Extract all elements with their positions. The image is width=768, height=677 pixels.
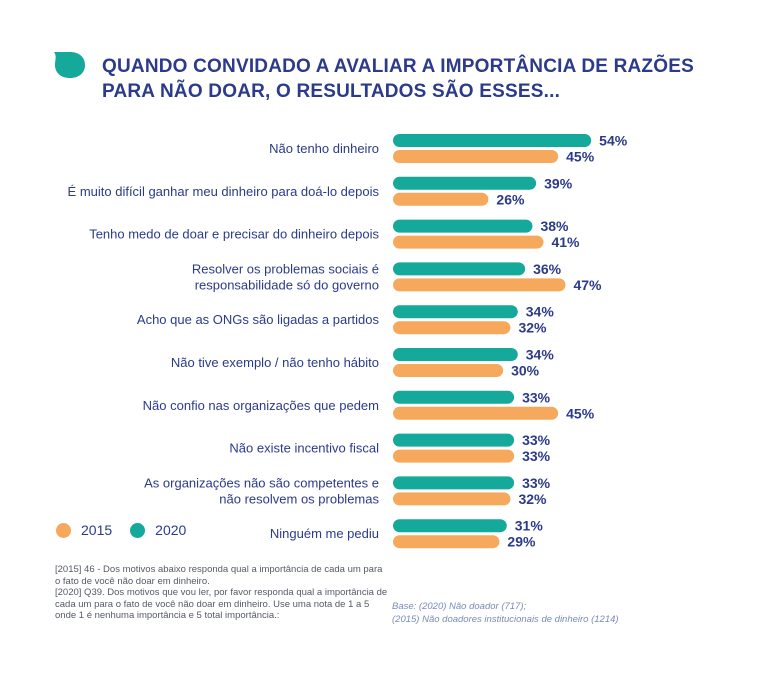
base-note-line-1: Base: (2020) Não doador (717); <box>392 601 527 612</box>
data-label-2015: 26% <box>496 191 525 207</box>
bar-2015 <box>393 492 511 506</box>
category-label: Não confio nas organizações que pedem <box>143 398 379 413</box>
bar-2020 <box>393 134 592 147</box>
data-label-2015: 32% <box>518 491 547 507</box>
bar-2020 <box>393 433 515 447</box>
data-label-2020: 31% <box>515 518 544 534</box>
data-label-2020: 33% <box>522 475 551 491</box>
category-label: As organizações não são competentes e <box>144 475 379 490</box>
bar-2020 <box>393 476 515 490</box>
data-label-2020: 33% <box>522 432 551 448</box>
data-label-2015: 29% <box>507 534 536 550</box>
bar-2015 <box>393 449 515 463</box>
base-note-line-2: (2015) Não doadores institucionais de di… <box>392 614 619 625</box>
data-label-2015: 33% <box>522 448 551 464</box>
data-label-2015: 41% <box>551 234 580 250</box>
category-label: É muito difícil ganhar meu dinheiro para… <box>68 184 380 199</box>
data-label-2020: 33% <box>522 389 551 405</box>
category-label: Resolver os problemas sociais é <box>192 261 379 276</box>
data-label-2015: 47% <box>573 277 602 293</box>
category-label: Ninguém me pediu <box>270 526 379 541</box>
bar-2015 <box>393 278 566 292</box>
bar-2015 <box>393 535 500 549</box>
category-label: Tenho medo de doar e precisar do dinheir… <box>89 227 379 242</box>
bar-2020 <box>393 219 533 233</box>
question-note-2020: [2020] Q39. Dos motivos que vou ler, por… <box>55 587 388 621</box>
data-label-2015: 45% <box>566 405 595 421</box>
legend-item-2015: 2015 <box>56 522 112 538</box>
bar-2020 <box>393 176 537 190</box>
data-label-2020: 34% <box>526 304 555 320</box>
bar-2015 <box>393 192 489 206</box>
data-label-2015: 30% <box>511 363 540 379</box>
data-label-2015: 45% <box>566 149 595 165</box>
question-note: [2015] 46 - Dos motivos abaixo responda … <box>55 564 390 622</box>
category-label: responsabilidade só do governo <box>195 277 379 292</box>
data-label-2020: 36% <box>533 261 562 277</box>
category-label: Não tive exemplo / não tenho hábito <box>171 355 379 370</box>
bar-2015 <box>393 321 511 335</box>
legend-label-2015: 2015 <box>81 522 113 538</box>
category-label: Não existe incentivo fiscal <box>229 441 379 456</box>
data-label-2020: 39% <box>544 175 573 191</box>
data-label-2020: 38% <box>540 218 569 234</box>
page-title: QUANDO CONVIDADO A AVALIAR A IMPORTÂNCIA… <box>102 54 742 104</box>
question-note-2015: [2015] 46 - Dos motivos abaixo responda … <box>55 564 383 587</box>
bar-2015 <box>393 150 559 163</box>
bar-2020 <box>393 348 518 361</box>
legend-swatch-2015 <box>56 522 71 538</box>
bar-2015 <box>393 364 504 377</box>
bar-2015 <box>393 235 544 249</box>
legend-item-2020: 2020 <box>130 522 186 538</box>
category-label: Não tenho dinheiro <box>269 141 379 156</box>
legend-label-2020: 2020 <box>155 522 187 538</box>
category-label: Acho que as ONGs são ligadas a partidos <box>137 312 380 327</box>
bar-2020 <box>393 390 515 404</box>
bar-2020 <box>393 519 507 533</box>
data-label-2020: 34% <box>526 347 555 363</box>
title-line-1: QUANDO CONVIDADO A AVALIAR A IMPORTÂNCIA… <box>102 56 694 77</box>
category-label: não resolvem os problemas <box>219 491 379 506</box>
legend-swatch-2020 <box>130 522 146 538</box>
legend: 2015 2020 <box>56 522 204 538</box>
data-label-2015: 32% <box>518 320 547 336</box>
title-icon <box>54 52 85 78</box>
bar-2015 <box>393 406 559 420</box>
title-line-2: PARA NÃO DOAR, O RESULTADOS SÃO ESSES... <box>102 81 561 102</box>
data-label-2020: 54% <box>599 133 628 149</box>
base-note: Base: (2020) Não doador (717); (2015) Nã… <box>392 600 722 626</box>
bar-2020 <box>393 305 518 319</box>
bar-2020 <box>393 262 526 276</box>
